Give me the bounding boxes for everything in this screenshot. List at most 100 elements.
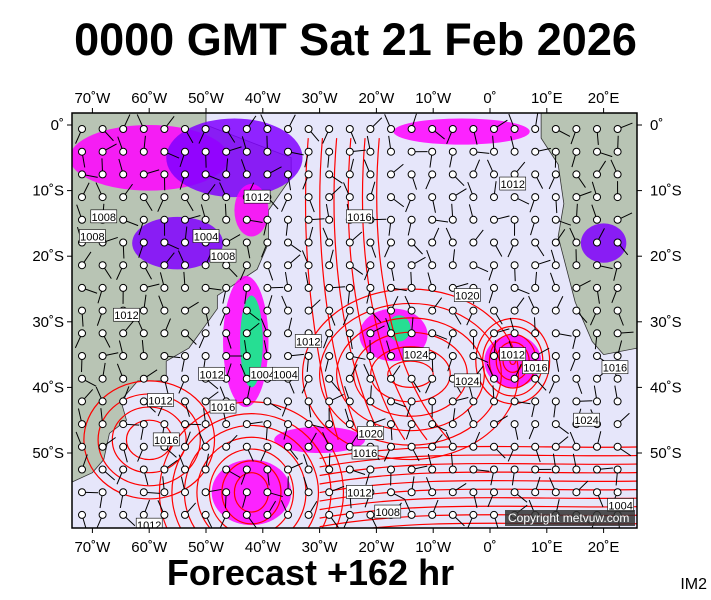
wind-barb	[407, 170, 418, 190]
svg-text:1008: 1008	[92, 212, 116, 224]
wind-barb	[488, 261, 498, 281]
wind-barb	[613, 212, 633, 224]
wind-barb	[551, 436, 569, 451]
wind-barb	[242, 115, 257, 133]
wind-barb	[201, 183, 216, 202]
wind-barb	[119, 488, 128, 509]
axis-ticks: 70˚W 70˚W 60˚W 60˚W 50˚W 50˚W 40˚W 40˚W 30˚W 30˚W…	[32, 90, 681, 556]
wind-barb	[78, 389, 94, 406]
wind-barb	[261, 238, 272, 258]
wind-barb	[139, 135, 148, 156]
wind-barb	[366, 385, 375, 406]
wind-barb	[572, 170, 586, 188]
isobar-label: 1016	[601, 360, 629, 375]
wind-barb	[365, 465, 375, 485]
wind-barb	[448, 170, 465, 187]
wind-barb	[508, 113, 519, 133]
wind-barb	[490, 135, 498, 156]
wind-barb	[407, 476, 416, 497]
longitude-label-bottom: 40˚W	[245, 539, 282, 556]
svg-text:1012: 1012	[296, 336, 320, 348]
longitude-label-top: 50˚W	[188, 90, 225, 107]
isobar-label: 1020	[357, 426, 385, 440]
isobar-label: 1012	[113, 307, 140, 322]
wind-barb	[222, 434, 238, 451]
wind-barb	[78, 147, 86, 168]
wind-barb	[239, 363, 251, 383]
wind-barb	[551, 229, 566, 247]
wind-barb	[490, 119, 508, 133]
wind-barb	[201, 170, 221, 181]
wind-barb	[304, 432, 317, 451]
wind-barb	[304, 299, 321, 315]
wind-barb	[345, 147, 366, 156]
isobar-label: 1012	[198, 366, 225, 381]
wind-barb	[447, 352, 457, 372]
wind-barb	[593, 431, 602, 451]
wind-barb	[119, 215, 139, 227]
wind-barb	[428, 434, 443, 451]
wind-barb	[531, 317, 540, 338]
wind-barb	[97, 283, 107, 304]
wind-barb	[428, 215, 449, 224]
wind-barb	[222, 329, 232, 349]
wind-barb	[613, 385, 622, 406]
latitude-label-right: 30˚S	[650, 314, 682, 331]
wind-barb	[531, 397, 540, 418]
longitude-label-bottom: 10˚W	[415, 539, 452, 556]
wind-barb	[137, 442, 148, 462]
wind-barb	[490, 181, 498, 202]
wind-barb	[74, 329, 86, 349]
isobar-label: 1016	[351, 445, 379, 460]
isobar	[319, 462, 637, 477]
wind-barb	[139, 294, 148, 315]
wind-barb	[613, 135, 622, 156]
wind-barb	[345, 364, 358, 383]
wind-barb	[486, 159, 498, 179]
wind-barb	[304, 147, 313, 168]
wind-barb	[219, 306, 231, 326]
longitude-label-top: 60˚W	[131, 90, 168, 107]
forecast-hour-label: Forecast +162 hr	[166, 552, 455, 593]
wind-barb	[95, 182, 107, 202]
wind-barb	[468, 204, 478, 224]
wind-barb	[387, 488, 406, 501]
wind-barb	[428, 397, 437, 418]
wind-barb	[386, 340, 395, 360]
wind-barb	[139, 340, 148, 360]
wind-barb	[201, 147, 210, 168]
isobar-label: 1012	[147, 393, 174, 408]
svg-text:1008: 1008	[211, 251, 235, 263]
wind-barb	[510, 261, 519, 282]
wind-barb	[467, 181, 478, 202]
longitude-label-bottom: 60˚W	[131, 539, 168, 556]
wind-barb	[593, 147, 613, 158]
wind-barb	[98, 465, 116, 481]
wind-barb	[366, 181, 376, 202]
wind-barb	[160, 459, 178, 474]
wind-barb	[593, 261, 613, 270]
wind-barb	[283, 420, 292, 440]
wind-barb	[304, 500, 318, 519]
wind-barb	[448, 396, 469, 406]
wind-barb	[242, 238, 251, 259]
wind-barb	[593, 228, 605, 247]
wind-barb	[345, 231, 363, 247]
wind-barb	[490, 442, 506, 459]
wind-barb	[469, 431, 481, 451]
wind-barb	[242, 306, 260, 321]
wind-barb	[510, 397, 531, 406]
wind-barb	[260, 318, 272, 338]
wind-barb	[448, 147, 457, 168]
isobar-label: 1004	[249, 366, 277, 381]
wind-barb	[118, 158, 128, 179]
wind-barb	[222, 465, 241, 478]
svg-text:1012: 1012	[148, 396, 172, 408]
wind-barb	[366, 339, 375, 360]
wind-barb	[407, 147, 428, 156]
isobar-label: 1020	[453, 288, 481, 303]
wind-barb	[406, 397, 416, 417]
isobar-label: 1008	[374, 504, 402, 519]
wind-barb	[345, 158, 355, 179]
